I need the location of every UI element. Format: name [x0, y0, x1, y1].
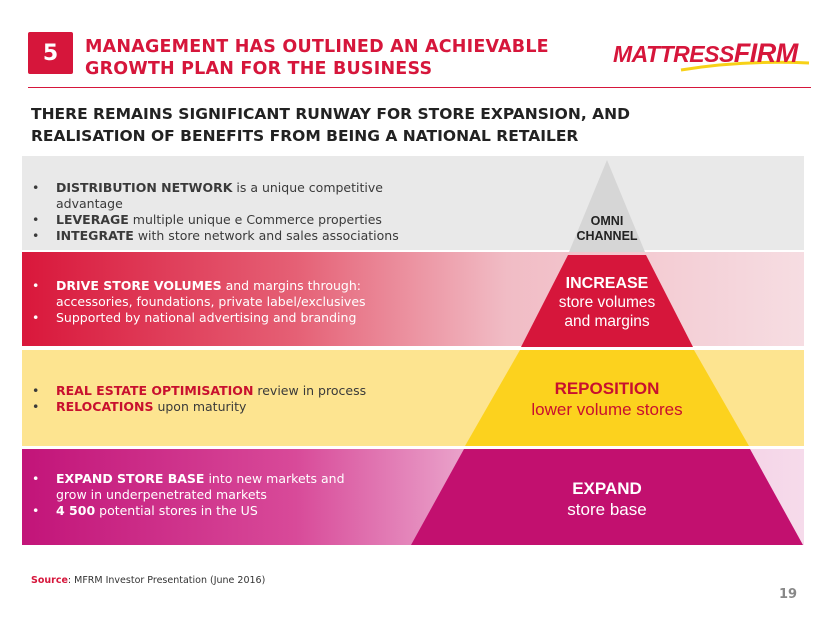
- tier-label-expand: EXPAND store base: [567, 479, 647, 519]
- bullet-item: RELOCATIONS upon maturity: [30, 399, 450, 415]
- slide-title: MANAGEMENT HAS OUTLINED AN ACHIEVABLE GR…: [85, 37, 549, 79]
- bullet-list-reposition: REAL ESTATE OPTIMISATION review in proce…: [30, 383, 450, 415]
- bullet-item: Supported by national advertising and br…: [30, 310, 410, 326]
- bullet-list-increase: DRIVE STORE VOLUMES and margins through:…: [30, 278, 410, 326]
- slide-subtitle: THERE REMAINS SIGNIFICANT RUNWAY FOR STO…: [31, 105, 630, 145]
- bullet-item: REAL ESTATE OPTIMISATION review in proce…: [30, 383, 450, 399]
- logo-text-firm: FIRM: [734, 38, 799, 68]
- page-number: 19: [779, 587, 798, 602]
- svg-text:MATTRESSFIRM: MATTRESSFIRM: [613, 38, 799, 68]
- source-note: Source: MFRM Investor Presentation (June…: [31, 575, 265, 586]
- mattress-firm-logo: MATTRESSFIRM: [613, 38, 810, 72]
- bullet-item: EXPAND STORE BASE into new markets and g…: [30, 471, 375, 503]
- section-number: 5: [42, 40, 59, 66]
- bullet-item: DISTRIBUTION NETWORK is a unique competi…: [30, 180, 450, 212]
- source-text: : MFRM Investor Presentation (June 2016): [67, 575, 266, 586]
- bullet-item: DRIVE STORE VOLUMES and margins through:…: [30, 278, 410, 310]
- bullet-item: LEVERAGE multiple unique e Commerce prop…: [30, 212, 450, 228]
- tier-label-reposition: REPOSITION lower volume stores: [531, 379, 683, 419]
- tier-label-increase: INCREASE store volumes and margins: [558, 275, 656, 330]
- section-number-badge: 5: [28, 32, 73, 74]
- bullet-list-expand: EXPAND STORE BASE into new markets and g…: [30, 471, 375, 519]
- logo-text-mattress: MATTRESS: [613, 41, 735, 67]
- header-divider: [28, 87, 811, 88]
- tier-label-omni-channel: OMNI CHANNEL: [576, 214, 638, 243]
- logo-swoosh: [680, 60, 810, 72]
- bullet-list-omni-channel: DISTRIBUTION NETWORK is a unique competi…: [30, 180, 450, 244]
- bullet-item: 4 500 potential stores in the US: [30, 503, 375, 519]
- bullet-item: INTEGRATE with store network and sales a…: [30, 228, 450, 244]
- source-label: Source: [31, 575, 68, 586]
